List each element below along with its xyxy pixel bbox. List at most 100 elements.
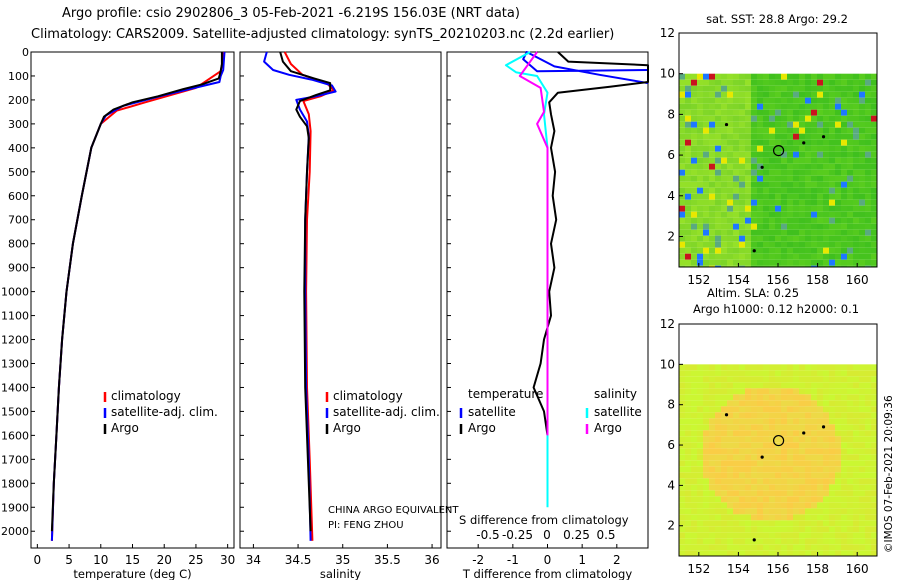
sla_map-cell: [799, 460, 805, 467]
sla_map-cell: [817, 526, 823, 533]
sla_map-cell: [793, 472, 799, 479]
sst_map-cell: [787, 91, 793, 98]
sst_map-cell: [739, 151, 745, 158]
sst_map-cell: [835, 169, 841, 176]
sla_map-cell: [871, 424, 877, 431]
sla_map-cell: [871, 472, 877, 479]
sla_map-cell: [871, 478, 877, 485]
sst_map-cell: [757, 145, 763, 152]
sla_map-cell: [847, 394, 853, 401]
sla_map-cell: [709, 538, 715, 545]
sla_map-cell: [787, 508, 793, 515]
sla_map-cell: [703, 514, 709, 521]
sst_map-cell: [697, 109, 703, 116]
sla_map-xtick-label: 152: [687, 562, 710, 576]
sla_map-cell: [805, 502, 811, 509]
sst_map-cell: [733, 73, 739, 80]
sst_map-cell: [853, 79, 859, 86]
sst_map-cell: [679, 139, 685, 146]
sla_map-cell: [721, 418, 727, 425]
sla_map-cell: [751, 382, 757, 389]
sla_map-cell: [841, 532, 847, 539]
sla_map-cell: [853, 460, 859, 467]
sst_map-cell: [697, 259, 703, 266]
sst_map-cell: [793, 73, 799, 80]
sla_map-cell: [781, 550, 787, 556]
sla_map-cell: [769, 532, 775, 539]
sst_map-cell: [871, 79, 877, 86]
sst_map-cell: [715, 133, 721, 140]
sst_map-cell: [739, 211, 745, 218]
sst_map-cell: [769, 109, 775, 116]
sla_map-cell: [853, 526, 859, 533]
sst_map-cell: [805, 229, 811, 236]
sst_map-cell: [781, 121, 787, 128]
sst_map-cell: [715, 193, 721, 200]
sla_map-cell: [781, 382, 787, 389]
sst_map-cell: [751, 187, 757, 194]
sla_map-xtick-label: 160: [846, 562, 869, 576]
sst_map-cell: [817, 181, 823, 188]
sst_map-cell: [745, 85, 751, 92]
sst_map-cell: [715, 97, 721, 104]
sst_map-cell: [721, 259, 727, 266]
sst_map-cell: [853, 247, 859, 254]
sla_map-cell: [871, 406, 877, 413]
sla_map-cell: [859, 508, 865, 515]
sst_map-cell: [775, 115, 781, 122]
sla_map-cell: [715, 400, 721, 407]
sst_map-island: [802, 141, 806, 145]
sla_map-cell: [781, 514, 787, 521]
sst_map-cell: [685, 151, 691, 158]
sst_map-cell: [697, 211, 703, 218]
sla_map-cell: [853, 550, 859, 556]
sla_map-cell: [817, 502, 823, 509]
sst_map-cell: [811, 157, 817, 164]
sst_map-cell: [697, 91, 703, 98]
sst_map-cell: [733, 247, 739, 254]
sla_map-cell: [787, 388, 793, 395]
sla_map-cell: [745, 436, 751, 443]
sla_map-cell: [763, 466, 769, 473]
sla_map-cell: [859, 544, 865, 551]
sst_map-cell: [799, 259, 805, 266]
sst_map-cell: [781, 265, 787, 267]
sst_map-cell: [787, 133, 793, 140]
sst_map-cell: [703, 73, 709, 80]
sst_map-cell: [697, 187, 703, 194]
sla_map-cell: [817, 442, 823, 449]
sst_map-cell: [853, 169, 859, 176]
sla_map-cell: [859, 472, 865, 479]
sst_map-cell: [757, 217, 763, 224]
depth-tick-label: 200: [8, 94, 29, 107]
sla_map-cell: [799, 400, 805, 407]
sst_map-cell: [865, 79, 871, 86]
sst_map-cell: [679, 235, 685, 242]
sst_map-cell: [865, 109, 871, 116]
sst_map-cell: [715, 205, 721, 212]
sla_map-cell: [799, 532, 805, 539]
sla_map-cell: [721, 388, 727, 395]
sla_map-cell: [721, 406, 727, 413]
sla_map-cell: [751, 394, 757, 401]
sla_map-cell: [841, 520, 847, 527]
sla_map-cell: [685, 502, 691, 509]
sst_map-cell: [739, 157, 745, 164]
sla_map-cell: [781, 430, 787, 437]
sla_map-cell: [817, 418, 823, 425]
sst_map-cell: [841, 139, 847, 146]
sla_map-cell: [691, 406, 697, 413]
sst_map-cell: [847, 241, 853, 248]
sst_map-cell: [799, 163, 805, 170]
sst_map-cell: [685, 259, 691, 266]
sla_map-cell: [811, 496, 817, 503]
sst_map-cell: [739, 169, 745, 176]
sla_map-cell: [781, 502, 787, 509]
sst_map-cell: [781, 133, 787, 140]
sst_map-cell: [685, 193, 691, 200]
sst_map-cell: [799, 211, 805, 218]
sla_map-cell: [847, 508, 853, 515]
sla_map-cell: [835, 502, 841, 509]
sst_map-cell: [829, 199, 835, 206]
sdiff-legend-title: salinity: [594, 387, 637, 401]
